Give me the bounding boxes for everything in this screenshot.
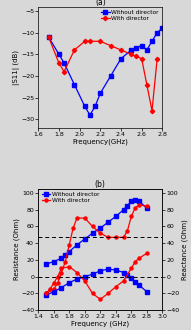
Without director <box>109 74 112 78</box>
Without director <box>138 199 140 203</box>
Line: Without director: Without director <box>45 198 148 266</box>
Y-axis label: |S11| (dB): |S11| (dB) <box>13 50 19 85</box>
Without director <box>120 57 122 61</box>
X-axis label: Frequency(GHz): Frequency(GHz) <box>72 139 128 145</box>
Without director <box>58 52 60 56</box>
With director <box>73 48 76 52</box>
With director <box>72 226 74 230</box>
With director <box>122 235 125 239</box>
Without director <box>99 91 101 95</box>
With director <box>57 281 59 285</box>
With director <box>156 57 158 61</box>
Without director <box>134 198 136 202</box>
Without director <box>94 104 96 108</box>
X-axis label: Frequency (GHz): Frequency (GHz) <box>71 321 129 327</box>
Without director <box>151 39 153 43</box>
With director <box>60 271 63 275</box>
Without director <box>64 253 66 257</box>
Without director <box>107 220 109 224</box>
Without director <box>53 260 55 264</box>
With director <box>58 61 60 65</box>
Without director <box>122 208 125 212</box>
With director <box>146 83 148 87</box>
Without director <box>156 31 158 35</box>
Without director <box>99 226 101 230</box>
Without director <box>89 113 91 117</box>
Without director <box>135 46 138 50</box>
With director <box>151 109 153 113</box>
With director <box>109 44 112 48</box>
With director <box>107 235 109 239</box>
With director <box>146 204 148 208</box>
Title: (a): (a) <box>95 0 106 7</box>
Without director <box>126 204 129 208</box>
Without director <box>73 83 76 87</box>
With director <box>53 287 55 291</box>
Without director <box>76 243 78 247</box>
With director <box>63 70 65 74</box>
Without director <box>141 44 143 48</box>
Y-axis label: Reactance (Ohm): Reactance (Ohm) <box>181 219 188 280</box>
With director <box>68 243 70 247</box>
With director <box>126 229 129 233</box>
With director <box>47 35 50 39</box>
With director <box>99 39 101 43</box>
Line: With director: With director <box>45 203 148 295</box>
Y-axis label: Resistance (Ohm): Resistance (Ohm) <box>13 218 19 280</box>
Legend: Without director, With director: Without director, With director <box>41 192 100 204</box>
With director <box>76 216 78 220</box>
Without director <box>84 104 86 108</box>
With director <box>138 203 140 207</box>
Without director <box>91 231 94 235</box>
With director <box>115 235 117 239</box>
With director <box>84 39 86 43</box>
Without director <box>60 256 63 260</box>
Without director <box>84 237 86 241</box>
With director <box>130 52 132 56</box>
With director <box>91 224 94 228</box>
With director <box>120 48 122 52</box>
Without director <box>130 199 132 203</box>
With director <box>134 206 136 210</box>
Without director <box>161 26 163 30</box>
With director <box>45 291 47 295</box>
Without director <box>68 249 70 253</box>
Line: With director: With director <box>47 35 159 112</box>
Without director <box>146 206 148 210</box>
With director <box>141 57 143 61</box>
Line: Without director: Without director <box>47 27 164 116</box>
With director <box>130 214 132 218</box>
Without director <box>63 61 65 65</box>
With director <box>135 54 138 58</box>
Without director <box>45 262 47 266</box>
With director <box>89 39 91 43</box>
Without director <box>115 214 117 218</box>
Legend: Without director, With director: Without director, With director <box>100 10 159 22</box>
Without director <box>146 48 148 52</box>
Without director <box>130 48 132 52</box>
Title: (b): (b) <box>95 180 106 189</box>
With director <box>84 216 86 220</box>
With director <box>64 260 66 264</box>
With director <box>99 231 101 235</box>
Without director <box>47 35 50 39</box>
